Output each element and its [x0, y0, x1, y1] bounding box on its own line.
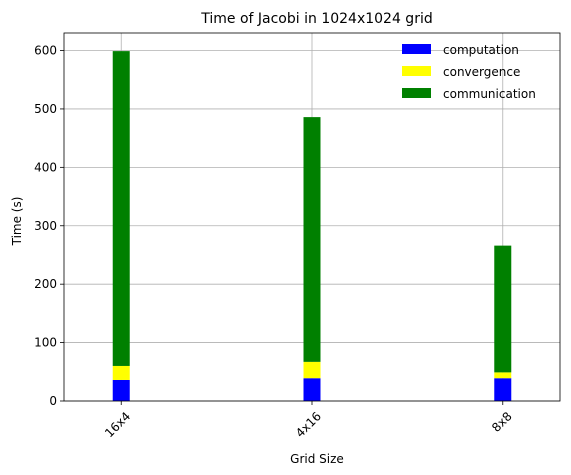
bars-layer [112, 51, 512, 401]
bar-convergence-16x4 [112, 365, 130, 380]
bar-convergence-8x8 [494, 372, 512, 379]
legend-swatch-communication [402, 88, 431, 98]
x-tick-label: 16x4 [102, 409, 133, 440]
x-tick-label: 8x8 [489, 409, 515, 435]
axes-layer: 0 100 200 300 400 500 600 16x4 4x16 8x8 [34, 32, 561, 440]
legend-label-computation: computation [443, 43, 519, 57]
bar-communication-4x16 [303, 117, 321, 362]
x-tick-label: 4x16 [293, 409, 324, 440]
y-tick-label: 200 [34, 277, 57, 291]
bar-computation-16x4 [112, 379, 130, 401]
legend-swatch-convergence [402, 66, 431, 76]
legend-swatch-computation [402, 44, 431, 54]
y-tick-label: 100 [34, 336, 57, 350]
y-tick-label: 0 [49, 394, 57, 408]
bar-communication-8x8 [494, 245, 512, 373]
y-axis-label: Time (s) [10, 197, 24, 247]
y-tick-label: 500 [34, 102, 57, 116]
bar-communication-16x4 [112, 51, 130, 366]
x-axis-label: Grid Size [290, 452, 344, 466]
bar-convergence-4x16 [303, 361, 321, 379]
legend-label-communication: communication [443, 87, 536, 101]
y-tick-label: 600 [34, 44, 57, 58]
chart-title: Time of Jacobi in 1024x1024 grid [200, 11, 432, 27]
bar-computation-4x16 [303, 378, 321, 401]
y-tick-label: 300 [34, 219, 57, 233]
legend-label-convergence: convergence [443, 65, 520, 79]
y-tick-label: 400 [34, 160, 57, 174]
legend: computation convergence communication [402, 43, 536, 101]
bar-computation-8x8 [494, 378, 512, 401]
